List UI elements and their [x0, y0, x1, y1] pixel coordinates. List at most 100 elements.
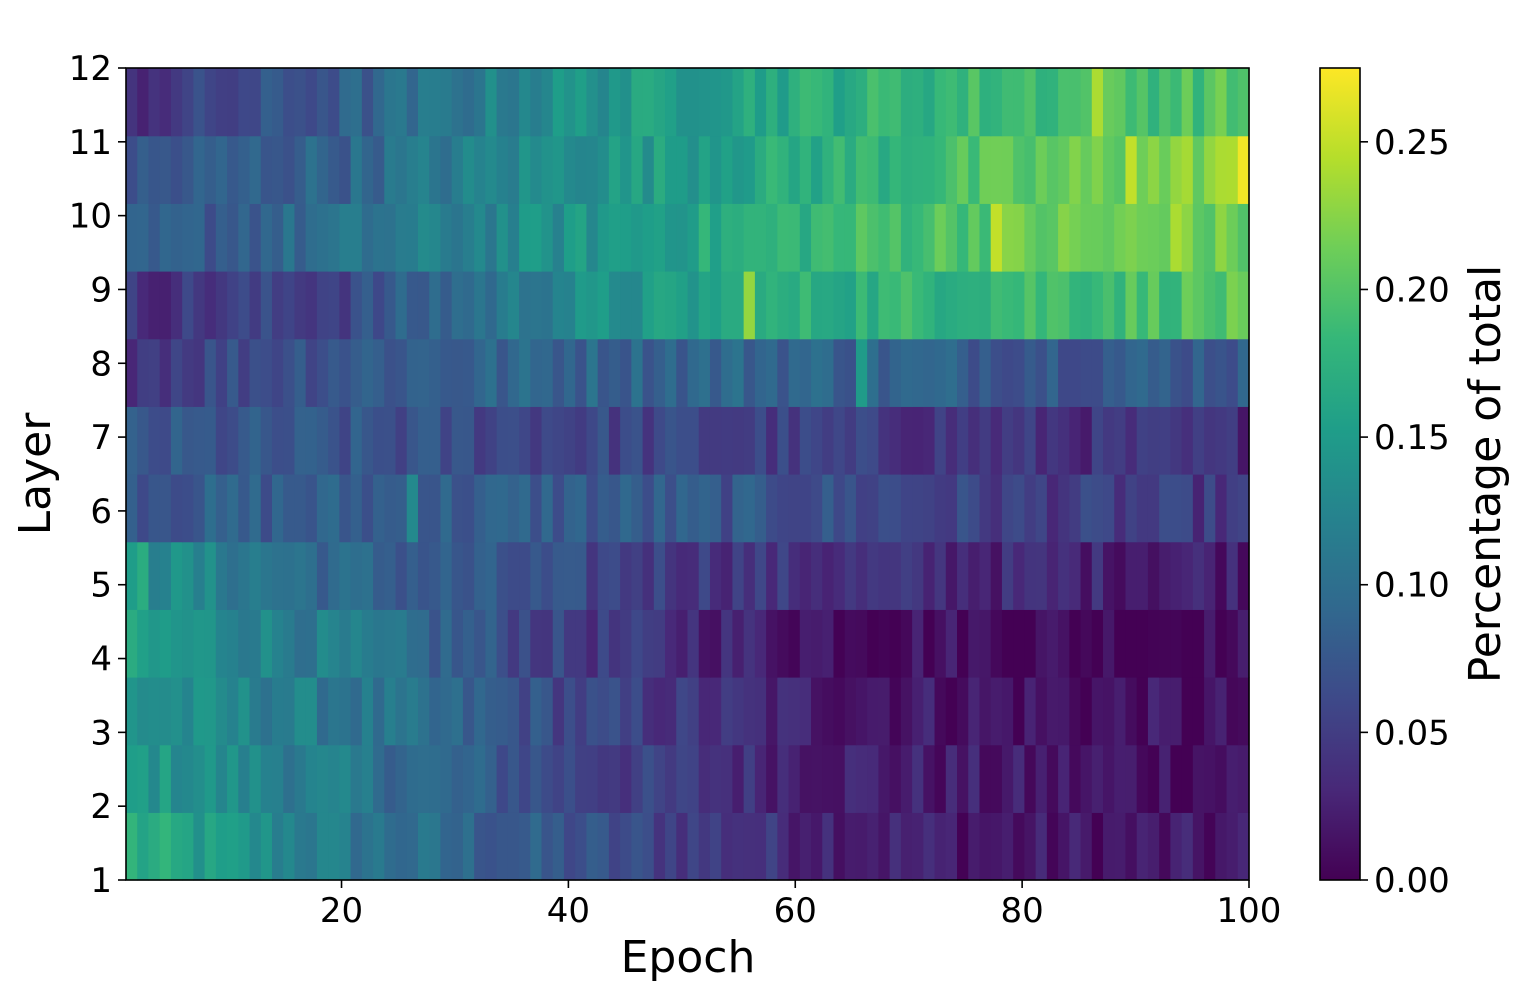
- heatmap-cell: [440, 271, 453, 340]
- heatmap-cell: [271, 68, 284, 137]
- heatmap-cell: [182, 744, 194, 813]
- heatmap-cell: [1192, 677, 1205, 746]
- heatmap-cell: [889, 474, 902, 543]
- heatmap-cells: [126, 68, 1250, 881]
- heatmap-cell: [1181, 812, 1194, 881]
- heatmap-cell: [1204, 812, 1216, 881]
- heatmap-cell: [193, 68, 206, 137]
- heatmap-cell: [1204, 541, 1216, 610]
- heatmap-cell: [1237, 406, 1250, 475]
- heatmap-cell: [811, 474, 823, 543]
- heatmap-cell: [990, 474, 1003, 543]
- heatmap-cell: [137, 203, 150, 272]
- heatmap-cell: [1204, 68, 1216, 137]
- heatmap-cell: [249, 744, 262, 813]
- heatmap-cell: [339, 474, 352, 543]
- heatmap-cell: [451, 68, 464, 137]
- heatmap-cell: [474, 338, 486, 407]
- heatmap-cell: [721, 744, 734, 813]
- heatmap-cell: [889, 135, 902, 204]
- heatmap-cell: [1192, 744, 1205, 813]
- heatmap-cell: [429, 609, 442, 678]
- heatmap-cell: [687, 541, 700, 610]
- heatmap-cell: [339, 203, 352, 272]
- heatmap-cell: [957, 609, 969, 678]
- heatmap-cell: [743, 68, 756, 137]
- heatmap-cell: [620, 406, 632, 475]
- heatmap-cell: [1226, 68, 1239, 137]
- heatmap-cell: [721, 541, 734, 610]
- heatmap-cell: [227, 474, 239, 543]
- heatmap-cell: [170, 68, 183, 137]
- heatmap-cell: [126, 271, 138, 340]
- heatmap-cell: [1091, 338, 1104, 407]
- heatmap-cell: [833, 812, 846, 881]
- heatmap-cell: [1181, 338, 1194, 407]
- heatmap-cell: [1080, 541, 1093, 610]
- heatmap-cell: [721, 271, 734, 340]
- heatmap-cell: [575, 338, 588, 407]
- heatmap-cell: [384, 474, 397, 543]
- heatmap-cell: [878, 677, 891, 746]
- heatmap-cell: [406, 812, 419, 881]
- heatmap-cell: [126, 744, 138, 813]
- heatmap-cell: [608, 541, 621, 610]
- heatmap-cell: [934, 744, 947, 813]
- heatmap-cell: [249, 203, 262, 272]
- heatmap-cell: [350, 338, 363, 407]
- heatmap-cell: [1001, 609, 1014, 678]
- heatmap-cell: [530, 406, 543, 475]
- heatmap-cell: [395, 68, 408, 137]
- heatmap-cell: [451, 474, 464, 543]
- heatmap-cell: [788, 135, 801, 204]
- heatmap-cell: [833, 677, 846, 746]
- heatmap-cell: [597, 744, 610, 813]
- heatmap-cell: [485, 135, 498, 204]
- heatmap-cell: [1170, 609, 1183, 678]
- heatmap-cell: [170, 203, 183, 272]
- heatmap-cell: [968, 203, 981, 272]
- heatmap-cell: [283, 338, 296, 407]
- heatmap-cell: [204, 677, 217, 746]
- heatmap-cell: [417, 406, 430, 475]
- heatmap-cell: [889, 609, 902, 678]
- heatmap-cell: [1237, 744, 1250, 813]
- heatmap-cell: [395, 609, 408, 678]
- heatmap-cell: [305, 609, 318, 678]
- heatmap-cell: [137, 406, 150, 475]
- heatmap-cell: [1103, 541, 1115, 610]
- heatmap-cell: [260, 609, 273, 678]
- heatmap-cell: [766, 744, 778, 813]
- heatmap-cell: [260, 744, 273, 813]
- heatmap-cell: [1147, 406, 1160, 475]
- heatmap-cell: [328, 338, 340, 407]
- heatmap-cell: [597, 541, 610, 610]
- heatmap-cell: [1069, 406, 1082, 475]
- heatmap-cell: [496, 677, 509, 746]
- heatmap-cell: [462, 609, 475, 678]
- heatmap-cell: [384, 203, 397, 272]
- heatmap-cell: [900, 474, 913, 543]
- heatmap-cell: [496, 609, 509, 678]
- heatmap-cell: [440, 744, 453, 813]
- colorbar-tick-label: 0.00: [1374, 861, 1450, 901]
- heatmap-cell: [957, 541, 969, 610]
- heatmap-cell: [1237, 338, 1250, 407]
- heatmap-cell: [1103, 609, 1115, 678]
- heatmap-cell: [912, 135, 924, 204]
- heatmap-cell: [597, 271, 610, 340]
- heatmap-cell: [631, 474, 644, 543]
- heatmap-cell: [328, 677, 340, 746]
- heatmap-cell: [462, 474, 475, 543]
- heatmap-cell: [283, 203, 296, 272]
- heatmap-cell: [608, 406, 621, 475]
- heatmap-cell: [1159, 406, 1171, 475]
- y-tick-label: 4: [90, 640, 112, 680]
- heatmap-cell: [361, 744, 374, 813]
- heatmap-cell: [271, 677, 284, 746]
- heatmap-cell: [979, 68, 992, 137]
- heatmap-cell: [665, 406, 677, 475]
- heatmap-cell: [563, 406, 576, 475]
- heatmap-cell: [328, 812, 340, 881]
